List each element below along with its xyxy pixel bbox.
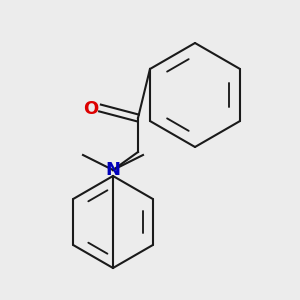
Text: O: O: [83, 100, 99, 118]
Text: N: N: [106, 161, 121, 179]
